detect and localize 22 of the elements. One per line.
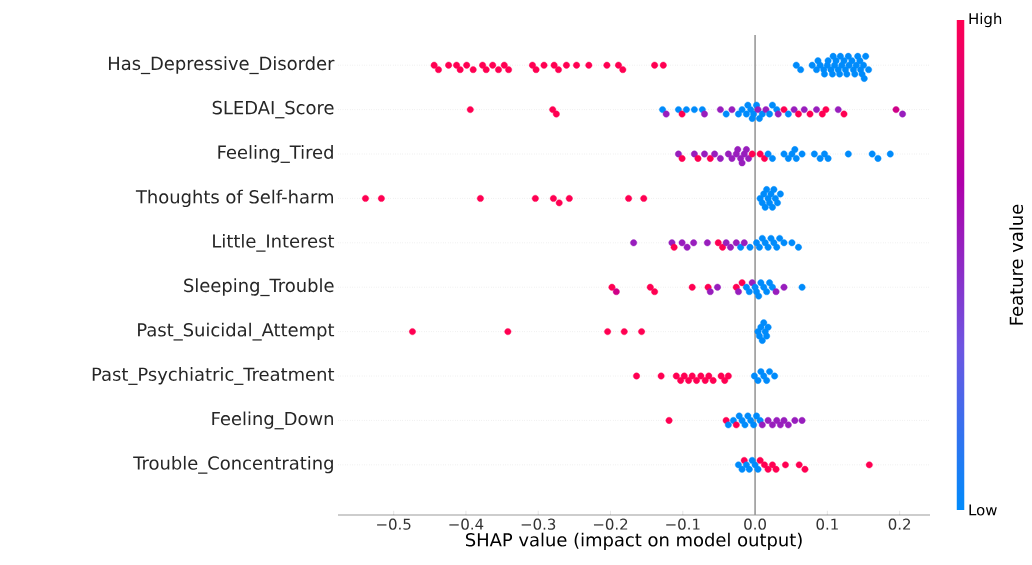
x-tick-label: 0.1 [816, 518, 838, 530]
x-tick-label: −0.4 [449, 518, 484, 530]
y-tick-label: Past_Psychiatric_Treatment [92, 367, 335, 385]
color-bar-title: Feature value [1009, 204, 1024, 325]
x-tick-label: 0.2 [888, 518, 911, 530]
x-tick-label: −0.1 [666, 518, 700, 530]
y-tick-label: Trouble_Concentrating [133, 455, 333, 474]
y-tick-label: Past_Suicidal_Attempt [138, 322, 335, 341]
y-tick-label: Has_Depressive_Disorder [108, 56, 335, 75]
x-tick-label: −0.3 [521, 518, 556, 530]
color-bar-label: High [969, 12, 1002, 28]
y-tick-label: SLEDAI_Score [212, 100, 334, 119]
y-tick-label: Feeling_Tired [218, 145, 333, 163]
y-tick-label: Thoughts of Self-harm [135, 189, 334, 208]
y-tick-label: Feeling_Down [212, 411, 333, 430]
x-tick-label: 0.0 [744, 518, 766, 530]
x-tick-label: −0.5 [377, 518, 411, 530]
color-bar-label: Low [969, 504, 997, 516]
y-tick-label: Little_Interest [213, 233, 335, 252]
y-tick-label: Sleeping_Trouble [184, 278, 334, 297]
x-tick-label: −0.2 [593, 518, 628, 530]
x-axis-title: SHAP value (impact on model output) [465, 532, 802, 551]
